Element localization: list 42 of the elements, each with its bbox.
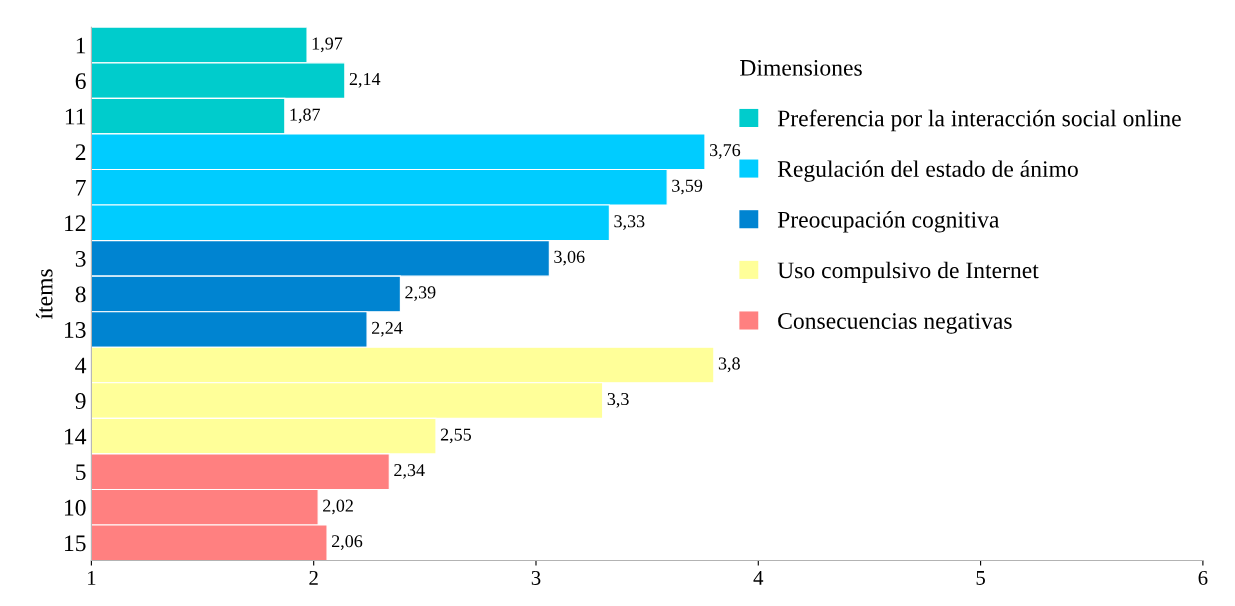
legend-label: Uso compulsivo de Internet	[777, 261, 1039, 284]
x-tick-label: 3	[531, 570, 541, 585]
legend-label: Preocupación cognitiva	[777, 211, 1000, 233]
data-label: 3,59	[672, 179, 703, 195]
legend-label: Consecuencias negativas	[778, 313, 1012, 334]
data-label: 2,34	[394, 464, 425, 479]
y-tick-label: 9	[75, 393, 86, 409]
legend-label: Regulación del estado de ánimo	[777, 160, 1078, 182]
y-tick-label: 6	[75, 73, 86, 90]
y-tick-label: 7	[76, 179, 86, 196]
data-label: 2,24	[372, 321, 403, 337]
y-tick-label: 2	[75, 144, 86, 160]
y-tick-label: 8	[75, 286, 86, 303]
data-label: 2,06	[331, 535, 363, 550]
legend-label: Preferencia por la interacción social online	[777, 109, 1181, 132]
data-label: 2,14	[349, 72, 381, 88]
x-tick-label: 4	[753, 571, 764, 585]
y-tick-label: 4	[75, 357, 87, 374]
legend-title: Dimensiones	[740, 59, 862, 76]
y-tick-label: 15	[64, 535, 86, 552]
y-tick-label: 1	[76, 37, 86, 54]
y-tick-label: 13	[64, 322, 86, 338]
data-label: 3,33	[614, 215, 645, 230]
data-label: 2,55	[440, 428, 472, 444]
data-label: 2,39	[405, 286, 436, 302]
data-label: 3,76	[709, 144, 741, 159]
y-tick-label: 5	[76, 464, 86, 481]
x-tick-label: 2	[309, 570, 318, 585]
data-label: 3,06	[554, 250, 585, 266]
y-axis-title: ítems	[35, 269, 53, 319]
data-label: 1,87	[290, 108, 321, 124]
x-tick-label: 5	[976, 571, 985, 585]
y-tick-label: 12	[64, 215, 86, 231]
data-label: 1,97	[312, 37, 343, 53]
y-tick-label: 14	[64, 428, 87, 445]
y-tick-label: 11	[65, 108, 86, 125]
x-tick-label: 6	[1198, 570, 1208, 585]
y-tick-label: 10	[64, 499, 86, 516]
data-label: 3,3	[607, 392, 629, 408]
data-label: 2,02	[323, 499, 353, 515]
y-tick-label: 3	[75, 250, 86, 267]
data-label: 3,8	[718, 357, 740, 373]
